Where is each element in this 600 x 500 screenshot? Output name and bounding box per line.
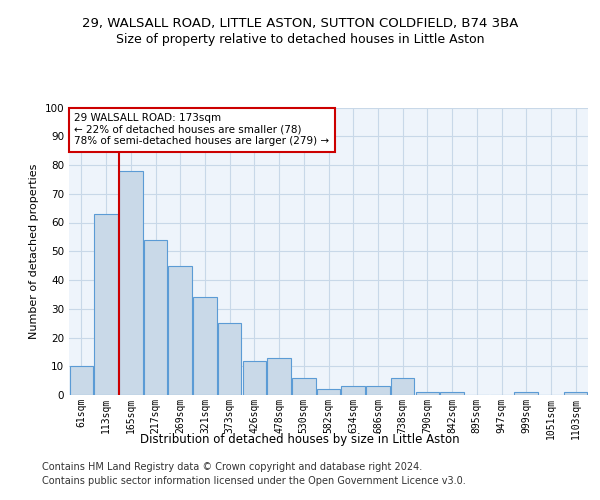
- Bar: [440, 392, 464, 395]
- Bar: [119, 171, 143, 395]
- Bar: [366, 386, 389, 395]
- Text: 29 WALSALL ROAD: 173sqm
← 22% of detached houses are smaller (78)
78% of semi-de: 29 WALSALL ROAD: 173sqm ← 22% of detache…: [74, 114, 329, 146]
- Bar: [218, 323, 241, 395]
- Bar: [292, 378, 316, 395]
- Bar: [391, 378, 415, 395]
- Bar: [416, 392, 439, 395]
- Bar: [514, 392, 538, 395]
- Bar: [94, 214, 118, 395]
- Bar: [242, 360, 266, 395]
- Bar: [169, 266, 192, 395]
- Bar: [70, 366, 93, 395]
- Bar: [317, 389, 340, 395]
- Text: Contains public sector information licensed under the Open Government Licence v3: Contains public sector information licen…: [42, 476, 466, 486]
- Bar: [341, 386, 365, 395]
- Text: Distribution of detached houses by size in Little Aston: Distribution of detached houses by size …: [140, 432, 460, 446]
- Bar: [144, 240, 167, 395]
- Text: 29, WALSALL ROAD, LITTLE ASTON, SUTTON COLDFIELD, B74 3BA: 29, WALSALL ROAD, LITTLE ASTON, SUTTON C…: [82, 18, 518, 30]
- Bar: [193, 297, 217, 395]
- Bar: [564, 392, 587, 395]
- Y-axis label: Number of detached properties: Number of detached properties: [29, 164, 39, 339]
- Text: Contains HM Land Registry data © Crown copyright and database right 2024.: Contains HM Land Registry data © Crown c…: [42, 462, 422, 472]
- Bar: [268, 358, 291, 395]
- Text: Size of property relative to detached houses in Little Aston: Size of property relative to detached ho…: [116, 32, 484, 46]
